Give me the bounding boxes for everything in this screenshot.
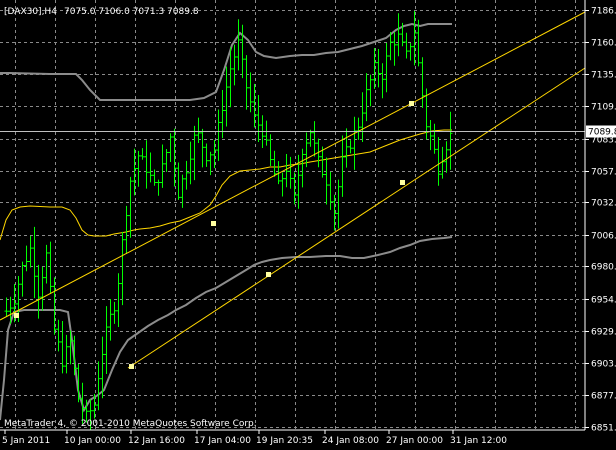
copyright-watermark: MetaTrader 4, © 2001-2010 MetaQuotes Sof… bbox=[4, 419, 257, 429]
price-tick-label: 6877.9 bbox=[591, 392, 616, 402]
price-tick-label: 7186.9 bbox=[591, 7, 616, 17]
time-tick-label: 17 Jan 04:00 bbox=[194, 436, 251, 446]
price-tick-label: 7057.9 bbox=[591, 168, 616, 178]
price-tick-label: 6851.9 bbox=[591, 424, 616, 434]
current-price-label: 7089.8 bbox=[588, 128, 616, 138]
channel-upper-line bbox=[0, 11, 586, 321]
price-tick-label: 6954.9 bbox=[591, 296, 616, 306]
lower-band-line bbox=[0, 236, 453, 421]
price-axis: 7186.9 7160.9 7135.1 7109.4 7083.6 7057.9 7032… bbox=[585, 7, 616, 434]
price-bars bbox=[4, 10, 453, 431]
channel-anchor-point bbox=[266, 272, 271, 277]
time-tick-label: 10 Jan 00:00 bbox=[64, 436, 121, 446]
time-tick-label: 12 Jan 16:00 bbox=[128, 436, 185, 446]
channel-anchor-point bbox=[129, 364, 134, 369]
time-tick-label: 31 Jan 12:00 bbox=[450, 436, 507, 446]
price-tick-label: 7135.1 bbox=[591, 71, 616, 81]
price-tick-label: 7083.6 bbox=[591, 136, 616, 146]
moving-average-line bbox=[0, 129, 452, 241]
trend-channel bbox=[0, 11, 586, 369]
time-tick-label: 5 Jan 2011 bbox=[2, 436, 50, 446]
time-tick-label: 24 Jan 08:00 bbox=[322, 436, 379, 446]
price-tick-label: 7109.4 bbox=[591, 103, 616, 113]
price-tick-label: 6980.9 bbox=[591, 263, 616, 273]
time-tick-label: 19 Jan 20:35 bbox=[256, 436, 313, 446]
channel-anchor-point bbox=[211, 221, 216, 226]
current-price-marker bbox=[586, 125, 616, 138]
price-tick-label: 7160.9 bbox=[591, 39, 616, 49]
time-tick-label: 27 Jan 00:00 bbox=[386, 436, 443, 446]
channel-anchor-point bbox=[14, 313, 19, 318]
chart-symbol-label: [DAX30],H4 bbox=[4, 7, 57, 17]
price-tick-label: 6929.4 bbox=[591, 328, 616, 338]
channel-lower-line bbox=[127, 67, 586, 369]
moving-average bbox=[0, 129, 452, 241]
price-tick-label: 7032.4 bbox=[591, 199, 616, 209]
price-tick-label: 6903.4 bbox=[591, 360, 616, 370]
chart-ohlc-label: 7075.0 7106.0 7071.3 7089.8 bbox=[64, 7, 199, 17]
chart-grid bbox=[0, 0, 585, 430]
channel-anchor-point bbox=[409, 101, 414, 106]
time-axis: 5 Jan 2011 10 Jan 00:00 12 Jan 16:00 17 Jan… bbox=[2, 430, 507, 446]
channel-anchor-point bbox=[400, 180, 405, 185]
upper-band-line bbox=[0, 22, 452, 101]
price-tick-label: 7006.4 bbox=[591, 232, 616, 242]
